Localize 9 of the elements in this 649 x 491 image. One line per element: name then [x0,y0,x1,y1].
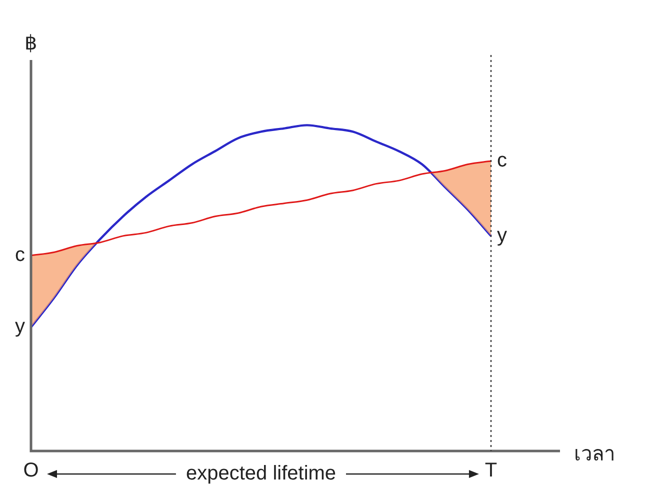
x-tick-label: T [484,460,498,482]
x-axis-title: เวลา [574,444,615,466]
text: expected lifetime [186,462,336,486]
annotation: y [15,316,25,338]
x-tick-label: O [23,460,39,482]
y-axis-title: ฿ [24,32,38,55]
annotation: c [15,244,25,266]
annotation: y [497,224,507,246]
annotation: c [497,150,507,172]
